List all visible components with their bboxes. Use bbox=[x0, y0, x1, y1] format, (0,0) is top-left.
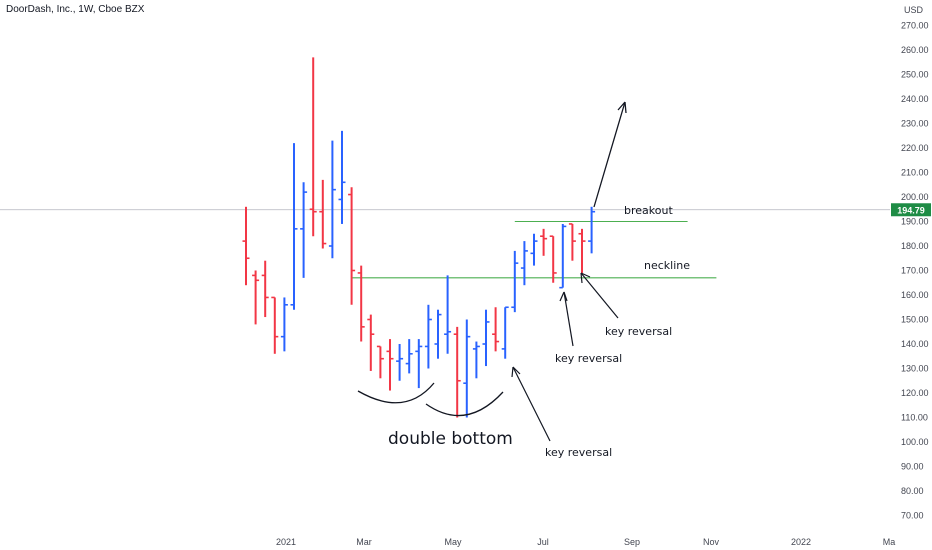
ohlc-bar bbox=[396, 344, 404, 381]
ohlc-bar bbox=[290, 143, 298, 310]
chart-title: DoorDash, Inc., 1W, Cboe BZX bbox=[6, 4, 145, 15]
time-tick-label: Jul bbox=[537, 537, 549, 547]
time-tick-label: May bbox=[444, 537, 462, 547]
double-bottom-arc-left bbox=[357, 382, 435, 404]
axis-layer: USD 270.00 260.00 250.00 240.00 230.00 220.00… bbox=[276, 5, 931, 547]
key-reversal-arrowhead-1 bbox=[511, 366, 521, 378]
currency-label: USD bbox=[904, 5, 924, 15]
ohlc-bar bbox=[463, 319, 471, 418]
ohlc-bar bbox=[434, 309, 442, 359]
ohlc-bar bbox=[367, 314, 375, 371]
key-reversal-arrow-3 bbox=[580, 272, 619, 319]
ohlc-bar bbox=[511, 250, 519, 313]
annotation-layer: double bottom key reversal key reversal … bbox=[357, 101, 690, 459]
time-tick-label: 2021 bbox=[276, 537, 296, 547]
key-reversal-arrow-2 bbox=[563, 291, 574, 347]
breakout-label: breakout bbox=[624, 204, 673, 217]
price-tick-label: 70.00 bbox=[901, 511, 924, 521]
ohlc-bar bbox=[261, 260, 269, 318]
double-bottom-label: double bottom bbox=[388, 429, 513, 449]
ohlc-bar bbox=[568, 223, 576, 261]
ohlc-bar bbox=[578, 228, 586, 273]
ohlc-bar bbox=[348, 187, 356, 305]
ohlc-bar bbox=[453, 326, 461, 418]
ohlc-bar bbox=[280, 297, 288, 352]
price-tick-label: 200.00 bbox=[901, 192, 929, 202]
price-tick-label: 130.00 bbox=[901, 364, 929, 374]
ohlc-bar bbox=[300, 182, 308, 278]
ohlc-bar bbox=[444, 275, 452, 354]
price-tick-label: 100.00 bbox=[901, 437, 929, 447]
price-tick-label: 90.00 bbox=[901, 462, 924, 472]
projection-arrowhead bbox=[617, 101, 627, 114]
price-tick-label: 170.00 bbox=[901, 266, 929, 276]
ohlc-bar bbox=[386, 339, 394, 391]
price-tick-label: 220.00 bbox=[901, 143, 929, 153]
time-tick-label: Mar bbox=[356, 537, 372, 547]
price-tick-label: 120.00 bbox=[901, 388, 929, 398]
time-tick-label: Ma bbox=[883, 537, 896, 547]
ohlc-bar bbox=[492, 307, 500, 352]
key-reversal-label-3: key reversal bbox=[605, 325, 672, 338]
price-tick-label: 150.00 bbox=[901, 315, 929, 325]
ohlc-bar bbox=[415, 339, 423, 389]
ohlc-bar bbox=[328, 140, 336, 259]
key-reversal-arrow-1 bbox=[512, 366, 551, 442]
price-tick-label: 180.00 bbox=[901, 241, 929, 251]
ohlc-bar bbox=[376, 345, 384, 379]
price-tick-label: 240.00 bbox=[901, 94, 929, 104]
key-reversal-label-2: key reversal bbox=[555, 352, 622, 365]
ohlc-bar bbox=[530, 233, 538, 266]
ohlc-bar bbox=[252, 270, 260, 325]
price-tick-label: 110.00 bbox=[901, 413, 928, 423]
ohlc-bar bbox=[319, 179, 327, 249]
price-tick-label: 140.00 bbox=[901, 339, 929, 349]
double-bottom-arc-right bbox=[425, 391, 504, 417]
price-tick-label: 190.00 bbox=[901, 217, 929, 227]
price-tick-label: 270.00 bbox=[901, 21, 929, 31]
ohlc-bar bbox=[357, 265, 365, 342]
last-price-badge bbox=[891, 203, 931, 217]
price-tick-label: 230.00 bbox=[901, 119, 929, 129]
key-reversal-label-1: key reversal bbox=[545, 446, 612, 459]
price-tick-label: 210.00 bbox=[901, 168, 929, 178]
neckline-label: neckline bbox=[644, 259, 690, 272]
time-tick-label: Sep bbox=[624, 537, 640, 547]
ohlc-bar bbox=[520, 241, 528, 286]
ohlc-bar bbox=[309, 57, 317, 237]
ohlc-bar bbox=[501, 306, 509, 359]
ohlc-bar bbox=[482, 309, 490, 367]
key-reversal-arrowhead-3 bbox=[580, 272, 591, 284]
ohlc-bar bbox=[271, 296, 279, 354]
ohlc-bar bbox=[424, 304, 432, 369]
price-tick-label: 260.00 bbox=[901, 45, 929, 55]
time-tick-label: Nov bbox=[703, 537, 720, 547]
ohlc-bar bbox=[540, 228, 548, 256]
projection-arrow bbox=[593, 101, 626, 208]
price-tick-label: 80.00 bbox=[901, 486, 924, 496]
level-layer bbox=[351, 220, 717, 279]
ohlc-bar bbox=[559, 223, 567, 289]
key-reversal-arrowhead-2 bbox=[559, 291, 568, 302]
ohlc-bar bbox=[549, 235, 557, 283]
ohlc-bar bbox=[472, 341, 480, 379]
last-price-label: 194.79 bbox=[897, 205, 925, 215]
ohlc-bar bbox=[405, 339, 413, 374]
ohlc-bar bbox=[338, 130, 346, 224]
price-bars bbox=[242, 57, 596, 418]
time-tick-label: 2022 bbox=[791, 537, 811, 547]
price-tick-label: 250.00 bbox=[901, 70, 929, 80]
price-tick-label: 160.00 bbox=[901, 290, 929, 300]
ohlc-bar bbox=[588, 206, 596, 254]
ohlc-bar bbox=[242, 206, 250, 286]
